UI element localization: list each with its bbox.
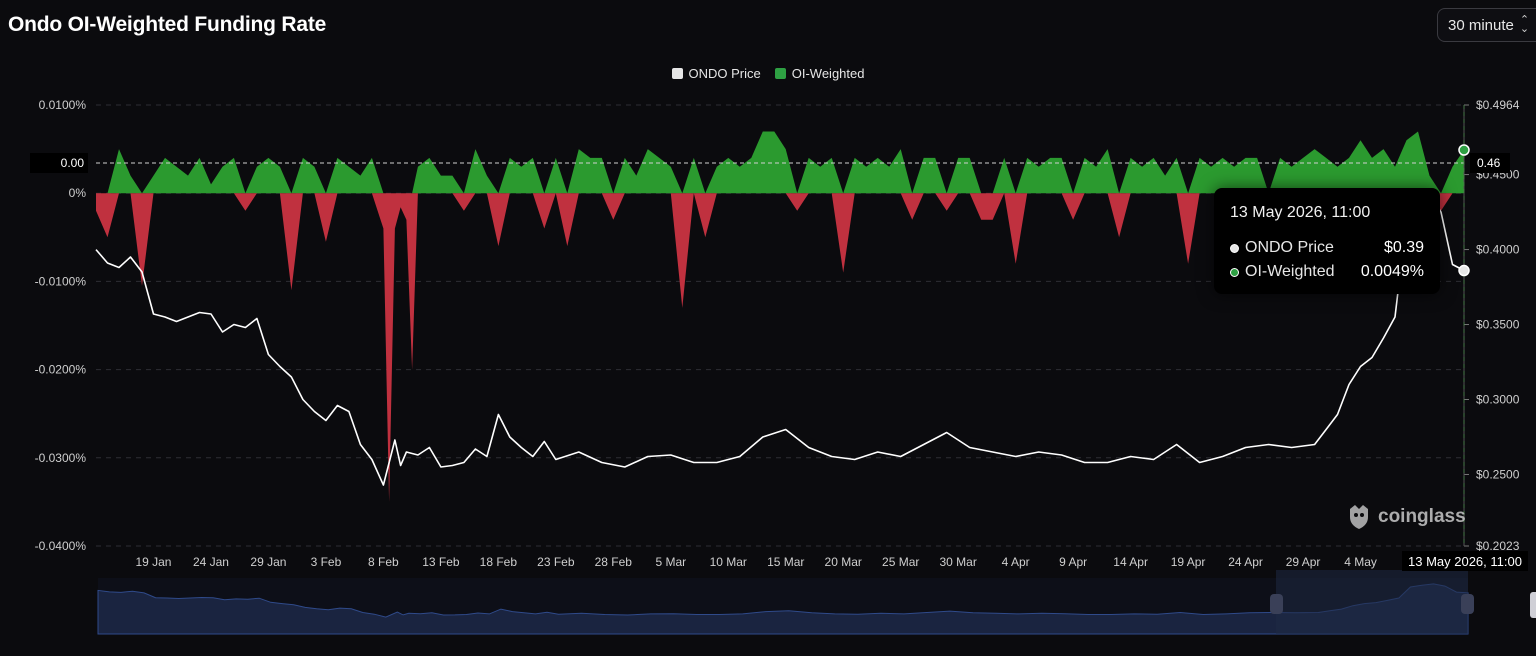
navigator-handle-right: [1461, 594, 1474, 614]
left-tick-label: -0.0400%: [35, 539, 87, 553]
tooltip-time: 13 May 2026, 11:00: [1230, 204, 1371, 221]
left-tick-label: 0%: [69, 186, 87, 200]
legend-item-oi-weighted[interactable]: OI-Weighted: [774, 66, 865, 81]
x-tick-label: 10 Mar: [710, 555, 747, 569]
tooltip-value-price: $0.39: [1383, 239, 1424, 256]
crosshair-left-value: 0.00: [30, 153, 88, 173]
crosshair-time-label: 13 May 2026, 11:00: [1402, 551, 1528, 571]
chevron-updown-icon: ⌃ ⌄: [1519, 14, 1530, 35]
right-tick-label: $0.4000: [1476, 243, 1520, 257]
interval-value: 30 minute: [1448, 16, 1514, 34]
tooltip: 13 May 2026, 11:00 ONDO Price $0.39 OI-W…: [1214, 188, 1440, 294]
x-tick-label: 24 Jan: [193, 555, 229, 569]
x-tick-label: 3 Feb: [311, 555, 342, 569]
x-tick-label: 4 Apr: [1002, 555, 1030, 569]
right-tick-label: $0.3500: [1476, 318, 1520, 332]
x-tick-label: 20 Mar: [825, 555, 862, 569]
coinglass-logo-icon: [1350, 505, 1368, 529]
tooltip-label-oi-weighted: OI-Weighted: [1245, 263, 1335, 280]
chart-title: Ondo OI-Weighted Funding Rate: [8, 13, 327, 36]
tooltip-row-price: ONDO Price $0.39: [1230, 236, 1424, 260]
x-tick-label: 23 Feb: [537, 555, 575, 569]
x-tick-label: 19 Jan: [135, 555, 171, 569]
crosshair-price-dot: [1458, 264, 1470, 277]
right-tick-label: $0.4964: [1476, 98, 1520, 112]
x-tick-label: 25 Mar: [882, 555, 919, 569]
left-tick-label: -0.0300%: [35, 451, 87, 465]
right-tick-label: $0.2500: [1476, 467, 1520, 481]
range-navigator: [97, 570, 1474, 635]
right-tick-label: $0.2023: [1476, 539, 1520, 553]
x-tick-label: 30 Mar: [940, 555, 977, 569]
x-tick-label: 15 Mar: [767, 555, 804, 569]
tooltip-row-oi-weighted: OI-Weighted 0.0049%: [1230, 260, 1424, 284]
legend-label-price: ONDO Price: [688, 66, 761, 81]
legend-item-price[interactable]: ONDO Price: [671, 66, 761, 81]
tooltip-value-oi-weighted: 0.0049%: [1360, 263, 1424, 280]
x-tick-label: 18 Feb: [480, 555, 518, 569]
x-tick-label: 24 Apr: [1228, 555, 1263, 569]
x-tick-label: 14 Apr: [1113, 555, 1148, 569]
x-tick-label: 29 Jan: [250, 555, 286, 569]
legend-label-oi-weighted: OI-Weighted: [791, 66, 865, 81]
crosshair: [96, 105, 1470, 546]
funding-positive-area: [96, 131, 1464, 194]
price-dot-icon: [1230, 243, 1239, 253]
left-tick-label: 0.0100%: [39, 98, 87, 112]
watermark-text: coinglass: [1378, 506, 1466, 527]
crosshair-funding-dot: [1458, 144, 1470, 156]
crosshair-right-value: 0.46: [1470, 153, 1510, 173]
tooltip-label-price: ONDO Price: [1245, 239, 1334, 256]
funding-area: [96, 131, 1464, 502]
interval-select[interactable]: 30 minute ⌃ ⌄: [1437, 8, 1536, 42]
coinglass-watermark: coinglass: [1346, 503, 1466, 531]
x-tick-label: 19 Apr: [1171, 555, 1206, 569]
legend: ONDO Price OI-Weighted: [0, 66, 1536, 81]
x-tick-label: 13 Feb: [422, 555, 460, 569]
x-tick-label: 28 Feb: [595, 555, 633, 569]
x-tick-label: 4 May: [1344, 555, 1377, 569]
oi-dot-icon: [1230, 267, 1239, 277]
left-tick-label: -0.0100%: [35, 274, 87, 288]
scroll-handle[interactable]: [1530, 592, 1536, 618]
legend-swatch-oi-weighted: [774, 68, 786, 79]
x-tick-label: 29 Apr: [1286, 555, 1321, 569]
x-tick-label: 9 Apr: [1059, 555, 1087, 569]
left-tick-label: -0.0200%: [35, 363, 87, 377]
x-tick-label: 8 Feb: [368, 555, 399, 569]
navigator-handle-left: [1270, 594, 1283, 614]
x-tick-label: 5 Mar: [655, 555, 686, 569]
legend-swatch-price: [671, 68, 683, 79]
price-series-line: [95, 191, 1465, 486]
price-line: [95, 191, 1465, 486]
navigator-selection: [1276, 570, 1468, 634]
right-tick-label: $0.3000: [1476, 392, 1520, 406]
